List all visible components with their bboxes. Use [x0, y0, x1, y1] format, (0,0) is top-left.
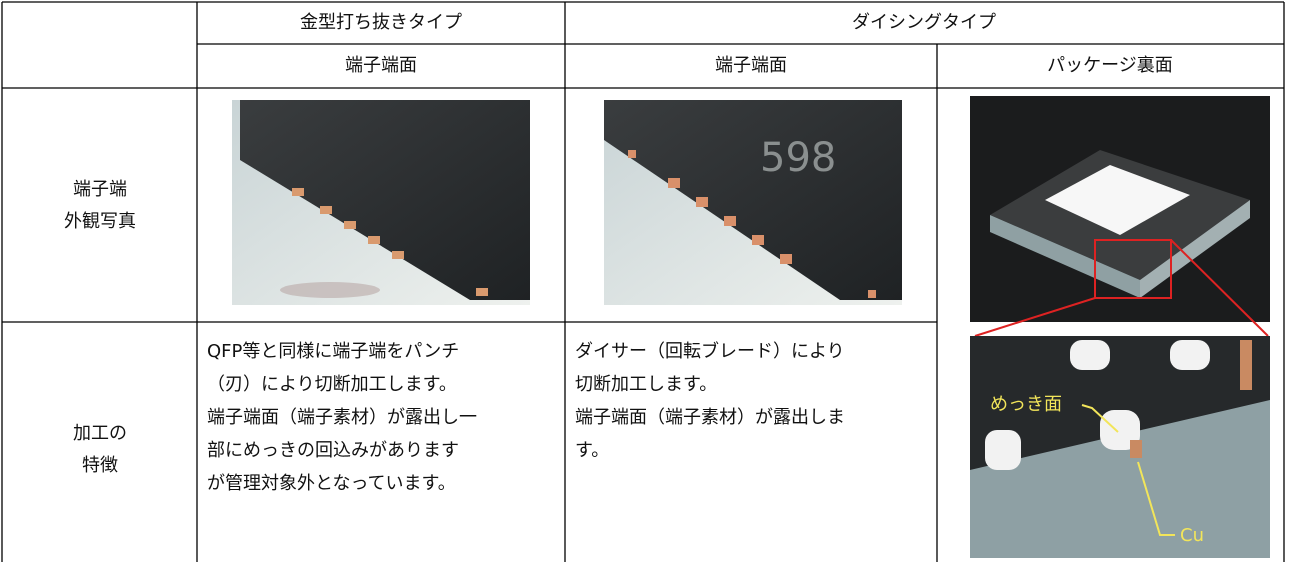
text-line: す。 [575, 440, 609, 461]
cell-text: ダイサー（回転ブレード）により 切断加工します。 端子端面（端子素材）が露出しま… [575, 340, 845, 461]
annotation: めっき面 [990, 394, 1062, 415]
column-group-header: 金型打ち抜きタイプ [300, 12, 462, 33]
cell-text: QFP等と同様に端子端をパンチ （刃）により切断加工します。 端子端面（端子素材… [207, 341, 477, 494]
text-line: （刃）により切断加工します。 [207, 374, 457, 395]
text-line: 切断加工します。 [575, 374, 717, 395]
text-line: 端子端面（端子素材）が露出し一 [207, 407, 477, 428]
row-label: 外観写真 [64, 211, 136, 232]
column-group-header: ダイシングタイプ [852, 12, 996, 33]
column-header: 端子端面 [345, 55, 417, 76]
text-line: 部にめっきの回込みがあります [207, 440, 459, 461]
text-line: ダイサー（回転ブレード）により [575, 340, 845, 362]
photo [232, 100, 530, 305]
annotation: Cu [1180, 525, 1204, 546]
text-line: QFP等と同様に端子端をパンチ [207, 341, 459, 362]
column-header: 端子端面 [715, 55, 787, 76]
text-line: が管理対象外となっています。 [207, 473, 456, 494]
row-label: 特徴 [82, 455, 118, 476]
photo: めっき面 Cu [970, 336, 1270, 558]
text-line: 端子端面（端子素材）が露出しま [575, 407, 845, 428]
photo: 598 [604, 100, 902, 305]
photo [970, 96, 1270, 337]
column-header: パッケージ裏面 [1047, 55, 1173, 76]
row-label: 加工の [73, 423, 127, 444]
marking: 598 [760, 135, 836, 181]
row-label: 端子端 [73, 179, 127, 200]
